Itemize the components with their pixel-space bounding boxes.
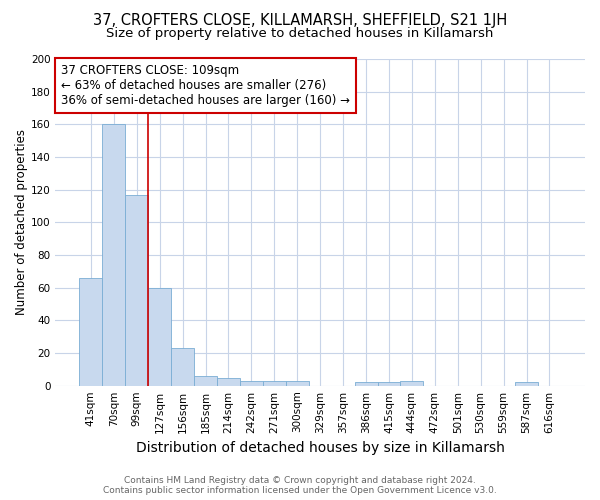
Bar (515, 382, 538, 386)
Bar (377, 382, 400, 386)
Bar (171, 348, 194, 386)
Bar (240, 381, 263, 386)
Y-axis label: Number of detached properties: Number of detached properties (15, 130, 28, 316)
Bar (125, 194, 148, 386)
Bar (148, 288, 171, 386)
Bar (217, 378, 240, 386)
X-axis label: Distribution of detached houses by size in Killamarsh: Distribution of detached houses by size … (136, 441, 505, 455)
Bar (286, 381, 309, 386)
Bar (355, 382, 377, 386)
Bar (79, 278, 103, 386)
Text: Contains HM Land Registry data © Crown copyright and database right 2024.
Contai: Contains HM Land Registry data © Crown c… (103, 476, 497, 495)
Text: 37 CROFTERS CLOSE: 109sqm
← 63% of detached houses are smaller (276)
36% of semi: 37 CROFTERS CLOSE: 109sqm ← 63% of detac… (61, 64, 350, 107)
Bar (263, 381, 286, 386)
Bar (400, 381, 424, 386)
Text: 37, CROFTERS CLOSE, KILLAMARSH, SHEFFIELD, S21 1JH: 37, CROFTERS CLOSE, KILLAMARSH, SHEFFIEL… (93, 12, 507, 28)
Bar (194, 376, 217, 386)
Text: Size of property relative to detached houses in Killamarsh: Size of property relative to detached ho… (106, 28, 494, 40)
Bar (103, 124, 125, 386)
